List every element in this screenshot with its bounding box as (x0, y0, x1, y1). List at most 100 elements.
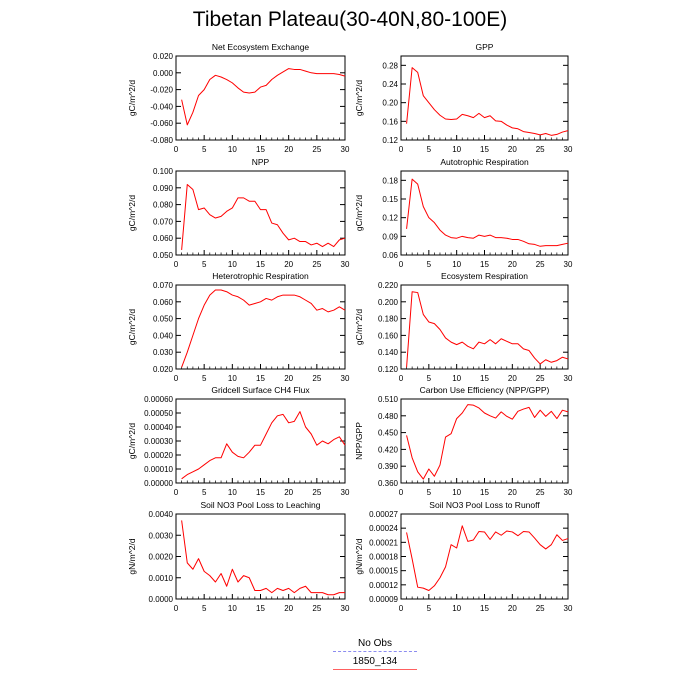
panel-6-y-tick-label: 0.140 (378, 348, 399, 357)
panel-9-y-tick-label: 0.0030 (149, 531, 174, 540)
panel-3-y-tick-label: 0.050 (153, 251, 174, 260)
panel-3-plot-frame (175, 170, 346, 256)
panel-10-x-tick-label: 20 (508, 604, 517, 613)
panel-7-y-tick-label: 0.00030 (144, 437, 173, 446)
panel-7-plot-frame (175, 398, 346, 484)
panel-3-y-tick-label: 0.090 (153, 184, 174, 193)
panel-9-y-tick-label: 0.0010 (149, 574, 174, 583)
panel-10-y-tick-label: 0.00018 (369, 553, 398, 562)
panel-6-x-tick-label: 20 (508, 374, 517, 383)
panel-7-x-tick-label: 20 (284, 488, 293, 497)
panel-5-x-tick-label: 0 (174, 374, 179, 383)
panel-4-y-tick-label: 0.18 (382, 176, 398, 185)
panel-3-x-tick-label: 0 (174, 260, 179, 269)
panel-6-x-tick-label: 25 (536, 374, 545, 383)
panel-2-x-tick-label: 10 (452, 145, 461, 154)
panel-6-y-axis-label: gC/m^2/d (354, 309, 364, 345)
panel-4-x-tick-label: 0 (399, 260, 404, 269)
panel-10-x-tick-label: 0 (399, 604, 404, 613)
panel-7-y-axis-label: gC/m^2/d (127, 423, 137, 459)
panel-6-y-tick-label: 0.160 (378, 331, 399, 340)
legend-line-1850-134 (333, 669, 417, 670)
panel-1-x-tick-label: 10 (228, 145, 237, 154)
panel-7-y-tick-label: 0.00000 (144, 479, 173, 488)
panel-2-x-tick-label: 20 (508, 145, 517, 154)
panel-9-series-line-1 (181, 520, 345, 596)
panel-10-x-tick-label: 25 (536, 604, 545, 613)
panel-5-y-tick-label: 0.030 (153, 348, 174, 357)
panel-5-plot-frame (175, 284, 346, 370)
panel-1-x-tick-label: 25 (312, 145, 321, 154)
panel-10-y-axis-label: gN/m^2/d (354, 538, 364, 574)
panel-1-y-tick-label: -0.040 (150, 102, 173, 111)
panel-7-x-tick-label: 15 (256, 488, 265, 497)
panel-8-x-tick-label: 15 (480, 488, 489, 497)
panel-6-plot-frame (400, 284, 569, 370)
panel-1-x-tick-label: 5 (202, 145, 207, 154)
panel-10-y-tick-label: 0.00024 (369, 524, 398, 533)
panel-6-title: Ecosystem Respiration (441, 271, 528, 281)
panel-2-y-axis-label: gC/m^2/d (354, 80, 364, 116)
panel-2-x-tick-label: 25 (536, 145, 545, 154)
panel-7-y-tick-label: 0.00020 (144, 451, 173, 460)
panel-4-y-tick-label: 0.09 (382, 232, 398, 241)
panel-9-plot-frame (175, 513, 346, 600)
panel-8-y-tick-label: 0.420 (378, 445, 399, 454)
panel-9-x-tick-label: 30 (341, 604, 350, 613)
panel-2-x-tick-label: 15 (480, 145, 489, 154)
panel-2-x-tick-label: 0 (399, 145, 404, 154)
panel-4-x-tick-label: 25 (536, 260, 545, 269)
panel-4-x-tick-label: 15 (480, 260, 489, 269)
panel-8-plot-frame (400, 398, 569, 484)
panel-3-y-tick-label: 0.080 (153, 201, 174, 210)
panel-5-y-tick-label: 0.050 (153, 315, 174, 324)
panel-9-x-tick-label: 20 (284, 604, 293, 613)
panel-8-y-tick-label: 0.450 (378, 429, 399, 438)
panel-6-x-tick-label: 5 (427, 374, 432, 383)
panel-9-y-tick-label: 0.0000 (149, 595, 174, 604)
panel-10-x-tick-label: 15 (480, 604, 489, 613)
panel-3-x-tick-label: 10 (228, 260, 237, 269)
panel-8-x-tick-label: 0 (399, 488, 404, 497)
panel-1-x-tick-label: 15 (256, 145, 265, 154)
panel-7-title: Gridcell Surface CH4 Flux (211, 385, 310, 395)
panel-8-title: Carbon Use Efficiency (NPP/GPP) (420, 385, 550, 395)
panel-10-series-line-1 (406, 525, 569, 591)
panel-10-plot-frame (400, 513, 569, 600)
panel-3-x-tick-label: 25 (312, 260, 321, 269)
panel-10-x-tick-label: 30 (564, 604, 573, 613)
panel-1-y-axis-label: gC/m^2/d (127, 80, 137, 116)
panel-3-x-tick-label: 5 (202, 260, 207, 269)
panel-1-y-tick-label: -0.080 (150, 136, 173, 145)
panel-4-y-tick-label: 0.12 (382, 214, 398, 223)
legend-label-no-obs: No Obs (358, 638, 392, 649)
panel-5-x-tick-label: 15 (256, 374, 265, 383)
panel-9-y-axis-label: gN/m^2/d (127, 538, 137, 574)
panel-10-y-tick-label: 0.00009 (369, 595, 398, 604)
panel-5-x-tick-label: 30 (341, 374, 350, 383)
panel-3-y-tick-label: 0.070 (153, 217, 174, 226)
panel-10-x-tick-label: 10 (452, 604, 461, 613)
panel-6-y-tick-label: 0.220 (378, 281, 399, 290)
panel-10-y-tick-label: 0.00027 (369, 510, 398, 519)
panel-8-y-tick-label: 0.360 (378, 479, 399, 488)
panel-5-y-tick-label: 0.060 (153, 298, 174, 307)
panel-3-series-line-1 (181, 183, 346, 251)
legend-label-1850-134: 1850_134 (352, 656, 398, 667)
page-title: Tibetan Plateau(30-40N,80-100E) (192, 8, 508, 31)
panel-6-x-tick-label: 30 (564, 374, 573, 383)
panel-2-y-tick-label: 0.16 (382, 117, 398, 126)
panel-7-y-tick-label: 0.00040 (144, 423, 173, 432)
panel-7-x-tick-label: 5 (202, 488, 207, 497)
panel-4-y-tick-label: 0.15 (382, 195, 398, 204)
panel-7-y-tick-label: 0.00060 (144, 395, 173, 404)
panel-8-x-tick-label: 25 (536, 488, 545, 497)
panel-8-x-tick-label: 5 (427, 488, 432, 497)
panel-8-x-tick-label: 20 (508, 488, 517, 497)
panel-9-title: Soil NO3 Pool Loss to Leaching (200, 500, 320, 510)
panel-4-y-tick-label: 0.06 (382, 251, 398, 260)
panel-3-y-tick-label: 0.100 (153, 167, 174, 176)
panel-9-x-tick-label: 0 (174, 604, 179, 613)
panel-1-x-tick-label: 0 (174, 145, 179, 154)
panel-8-series-line-1 (406, 404, 569, 480)
